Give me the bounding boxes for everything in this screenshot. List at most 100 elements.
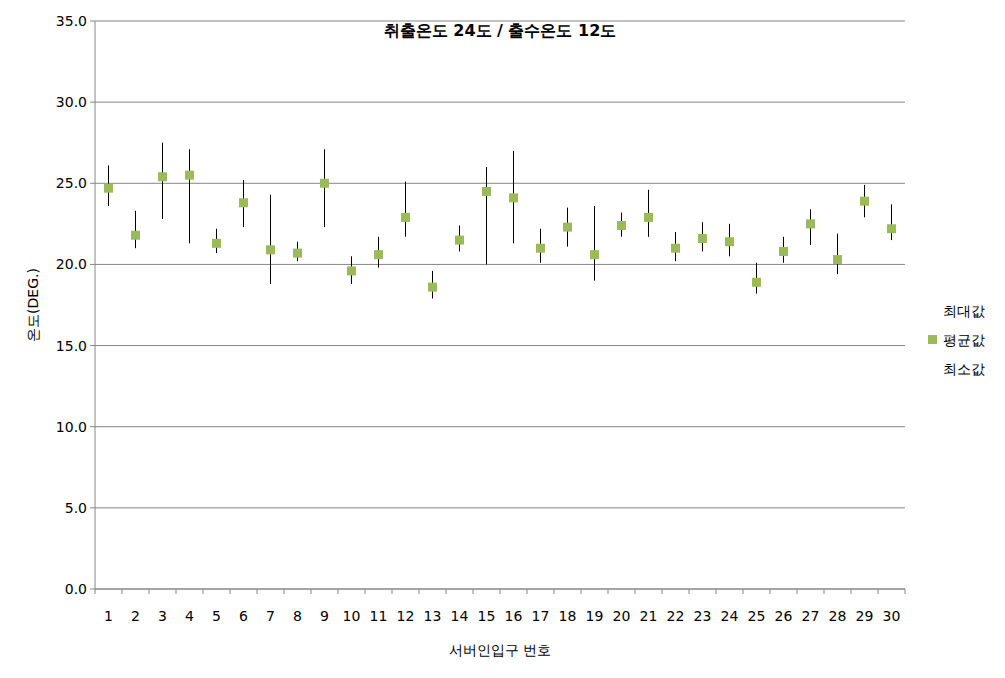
y-tick — [90, 589, 95, 590]
high-low-line — [486, 167, 487, 264]
average-marker — [428, 283, 437, 292]
x-tick-label: 20 — [613, 608, 631, 624]
x-tick-separator — [473, 589, 474, 594]
x-tick-separator — [635, 589, 636, 594]
x-tick-label: 28 — [829, 608, 847, 624]
x-tick-label: 25 — [748, 608, 766, 624]
x-tick-separator — [797, 589, 798, 594]
x-tick-label: 12 — [397, 608, 415, 624]
x-tick-separator — [311, 589, 312, 594]
x-tick-separator — [851, 589, 852, 594]
high-low-line — [270, 195, 271, 284]
y-tick-label: 20.0 — [56, 256, 87, 272]
average-marker — [185, 171, 194, 180]
x-tick-label: 5 — [212, 608, 221, 624]
x-tick-separator — [230, 589, 231, 594]
grid-line — [95, 102, 905, 103]
x-tick-separator — [770, 589, 771, 594]
average-marker — [509, 193, 518, 202]
average-marker — [266, 245, 275, 254]
y-tick-label: 35.0 — [56, 13, 87, 29]
grid-line — [95, 183, 905, 184]
x-tick-label: 1 — [104, 608, 113, 624]
x-tick-label: 8 — [293, 608, 302, 624]
x-tick-label: 17 — [532, 608, 550, 624]
x-tick-separator — [527, 589, 528, 594]
average-marker — [158, 172, 167, 181]
x-tick-label: 13 — [424, 608, 442, 624]
legend-marker — [928, 335, 937, 344]
title: 취출온도 24도 / 출수온도 12도 — [384, 21, 617, 40]
x-tick-separator — [446, 589, 447, 594]
x-tick-label: 2 — [131, 608, 140, 624]
average-marker — [590, 250, 599, 259]
y-tick-label: 15.0 — [56, 338, 87, 354]
x-tick-label: 23 — [694, 608, 712, 624]
average-marker — [698, 234, 707, 243]
high-low-line — [837, 234, 838, 275]
x-tick-separator — [743, 589, 744, 594]
x-tick-separator — [365, 589, 366, 594]
y-tick — [90, 426, 95, 427]
high-low-line — [324, 149, 325, 227]
legend-label: 평균값 — [943, 332, 985, 348]
x-tick-label: 11 — [370, 608, 388, 624]
y-tick — [90, 264, 95, 265]
y-tick — [90, 183, 95, 184]
average-marker — [347, 266, 356, 275]
high-low-line — [135, 211, 136, 248]
x-tick-separator — [122, 589, 123, 594]
x-tick-label: 26 — [775, 608, 793, 624]
chart: 0.05.010.015.020.025.030.035.01234567891… — [0, 0, 1005, 678]
grid-line — [95, 264, 905, 265]
y-tick-label: 30.0 — [56, 94, 87, 110]
x-tick-separator — [878, 589, 879, 594]
x-tick-separator — [500, 589, 501, 594]
average-marker — [293, 249, 302, 258]
x-tick-separator — [689, 589, 690, 594]
x-tick-separator — [95, 589, 96, 594]
grid-line — [95, 345, 905, 346]
x-tick-separator — [905, 589, 906, 594]
x-tick-separator — [608, 589, 609, 594]
y-tick — [90, 507, 95, 508]
x-tick-label: 6 — [239, 608, 248, 624]
average-marker — [212, 239, 221, 248]
x-tick-separator — [419, 589, 420, 594]
x-tick-separator — [176, 589, 177, 594]
grid-line — [95, 507, 905, 508]
average-marker — [671, 244, 680, 253]
average-marker — [860, 197, 869, 206]
average-marker — [104, 184, 113, 193]
x-tick-label: 22 — [667, 608, 685, 624]
y-tick — [90, 21, 95, 22]
y-tick-label: 5.0 — [65, 500, 87, 516]
x-tick-separator — [824, 589, 825, 594]
x-tick-separator — [581, 589, 582, 594]
average-marker — [617, 221, 626, 230]
average-marker — [131, 231, 140, 240]
x-tick-label: 3 — [158, 608, 167, 624]
x-tick-separator — [662, 589, 663, 594]
x-tick-separator — [554, 589, 555, 594]
average-marker — [239, 198, 248, 207]
x-tick-label: 10 — [343, 608, 361, 624]
average-marker — [563, 223, 572, 232]
average-marker — [725, 237, 734, 246]
x-tick-separator — [203, 589, 204, 594]
average-marker — [482, 187, 491, 196]
y-tick-label: 10.0 — [56, 419, 87, 435]
y-axis-label: 온도(DEG.) — [25, 268, 41, 342]
x-axis-label: 서버인입구 번호 — [449, 642, 551, 658]
y-tick-label: 0.0 — [65, 581, 87, 597]
average-marker — [374, 250, 383, 259]
grid-line — [95, 426, 905, 427]
x-tick-separator — [338, 589, 339, 594]
average-marker — [887, 224, 896, 233]
average-marker — [455, 236, 464, 245]
x-tick-separator — [284, 589, 285, 594]
x-tick-label: 27 — [802, 608, 820, 624]
x-tick-label: 21 — [640, 608, 658, 624]
x-tick-label: 18 — [559, 608, 577, 624]
average-marker — [401, 213, 410, 222]
